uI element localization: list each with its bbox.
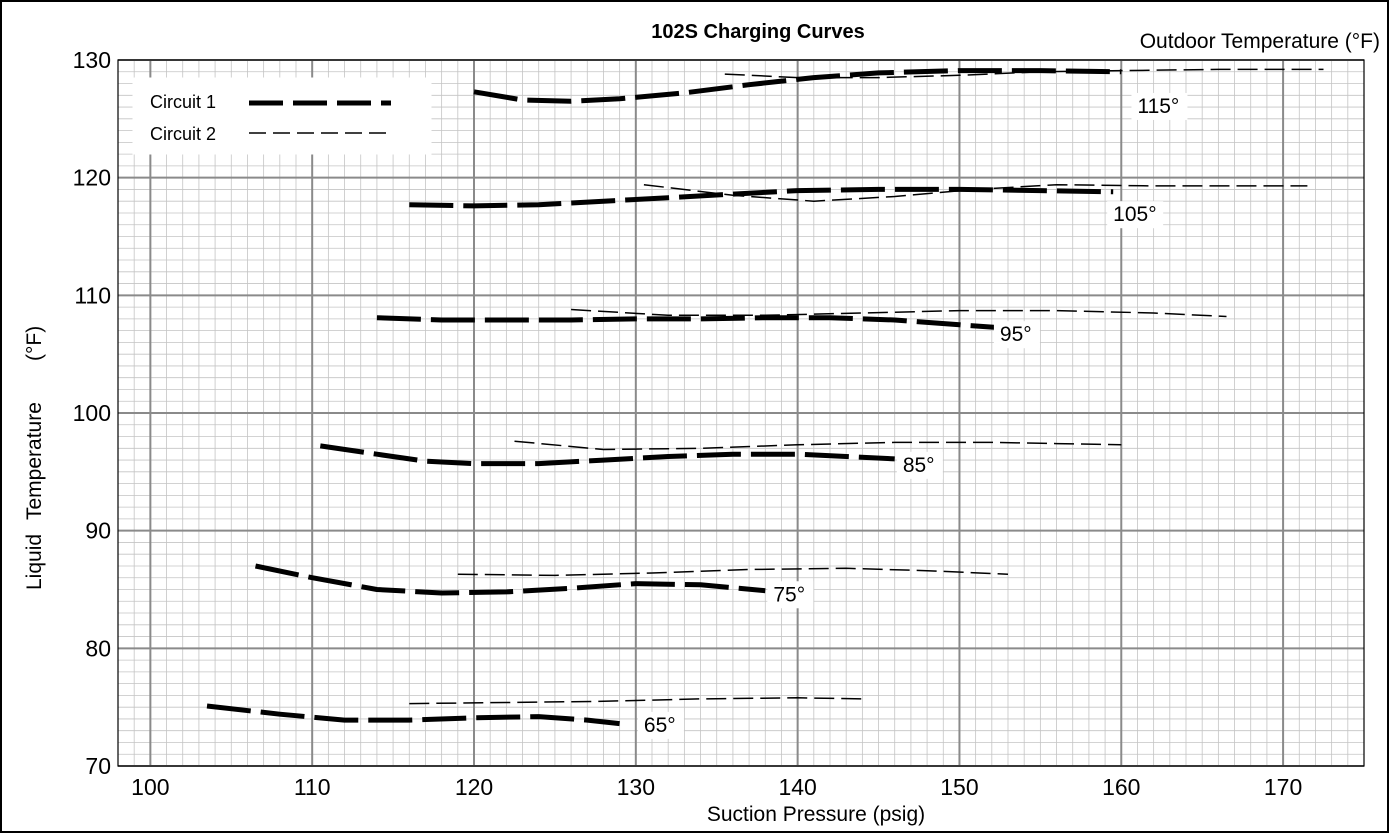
x-tick-label: 110 <box>294 774 331 800</box>
annotation-background <box>767 581 814 609</box>
x-tick-label: 120 <box>455 774 493 800</box>
legend: Circuit 1 Circuit 2 <box>132 77 432 155</box>
series-line-circuit-2-115f <box>724 68 1324 79</box>
outdoor-temp-annotation: 115° <box>1137 95 1179 118</box>
y-tick-label: 70 <box>85 753 111 779</box>
series-line-circuit-1-85f <box>319 443 895 467</box>
outdoor-temp-annotation: 65° <box>644 714 676 737</box>
outdoor-temp-annotation: 75° <box>773 583 805 606</box>
annotation-background <box>896 451 943 479</box>
chart-title: 102S Charging Curves <box>651 21 864 43</box>
y-axis-label-part-liquid: Liquid <box>23 534 46 590</box>
x-tick-label: 100 <box>131 774 169 800</box>
tick-labels: 100 110 120 130 140 150 160 170 70 80 90 100 110 120 1… <box>73 47 1303 800</box>
outdoor-temperature-label: Outdoor Temperature (°F) <box>1140 30 1380 53</box>
x-tick-label: 170 <box>1264 774 1302 800</box>
y-tick-label: 80 <box>85 635 111 661</box>
annotation-background <box>1131 92 1188 120</box>
series-line-circuit-2-85f <box>514 440 1122 451</box>
outdoor-temp-annotation: 95° <box>1000 323 1032 346</box>
y-axis-label: Liquid Temperature (°F) <box>23 326 46 590</box>
outdoor-temp-annotation: 85° <box>903 454 935 477</box>
annotation-background <box>1107 201 1164 229</box>
annotation-background <box>637 711 684 739</box>
series-line-circuit-1-115f <box>473 68 1122 104</box>
y-tick-label: 130 <box>73 47 111 73</box>
y-axis-label-part-temperature: Temperature <box>23 402 46 520</box>
x-axis-label: Suction Pressure (psig) <box>707 803 925 826</box>
y-tick-label: 120 <box>73 165 111 191</box>
annotation-background <box>993 321 1040 349</box>
x-tick-label: 150 <box>940 774 978 800</box>
series-line-circuit-2-105f <box>643 183 1308 202</box>
legend-label-circuit-2: Circuit 2 <box>150 124 216 144</box>
series-line-circuit-2-95f <box>571 308 1227 318</box>
x-tick-label: 130 <box>617 774 655 800</box>
plot-area-border <box>117 59 1365 767</box>
series-line-circuit-1-95f <box>376 315 1009 331</box>
x-tick-label: 140 <box>778 774 816 800</box>
series-line-circuit-1-75f <box>254 563 766 596</box>
y-axis-label-part-unit: (°F) <box>23 326 46 361</box>
outdoor-temp-annotation: 105° <box>1113 203 1156 226</box>
y-tick-label: 110 <box>74 282 111 308</box>
x-tick-label: 160 <box>1102 774 1140 800</box>
legend-label-circuit-1: Circuit 1 <box>150 92 216 112</box>
y-tick-label: 100 <box>73 400 111 426</box>
legend-box <box>132 77 432 155</box>
outdoor-temperature-annotations: 115° 105° 95° 85° 75° 65° <box>637 92 1188 739</box>
y-tick-label: 90 <box>85 518 111 544</box>
series-line-circuit-1-65f <box>206 703 620 727</box>
series-layer <box>206 68 1324 727</box>
series-line-circuit-2-75f <box>457 567 1009 577</box>
series-line-circuit-1-105f <box>409 186 1114 209</box>
